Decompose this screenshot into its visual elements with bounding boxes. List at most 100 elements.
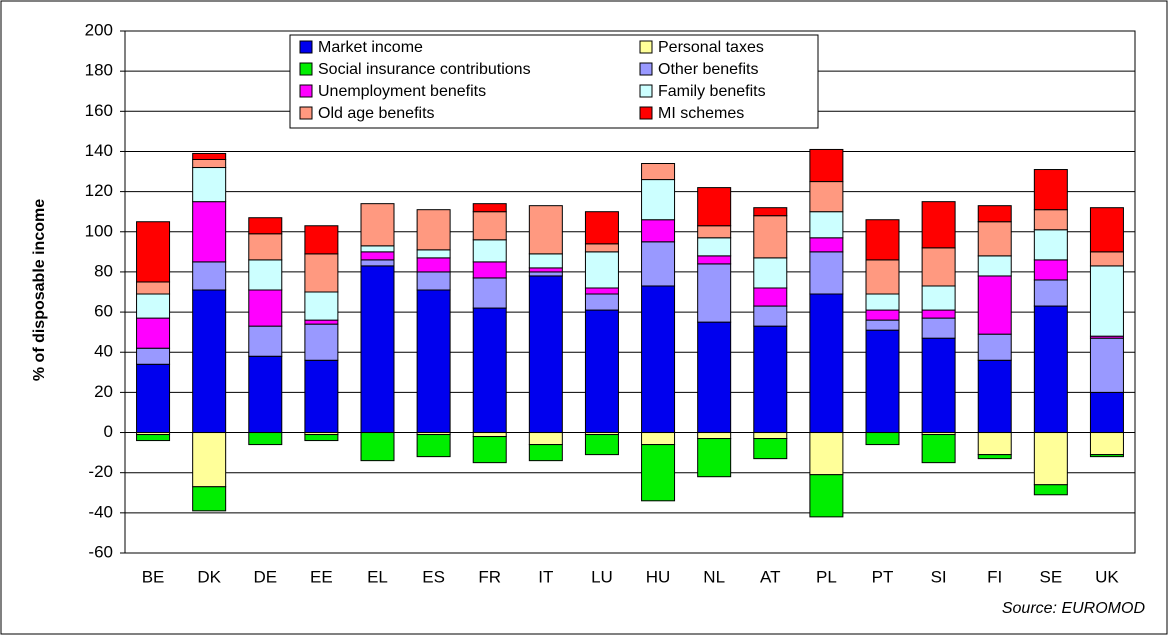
legend-label: Social insurance contributions xyxy=(318,61,531,78)
bar-segment xyxy=(136,221,171,283)
bar-segment xyxy=(304,434,339,442)
bar-segment xyxy=(472,261,507,279)
bar-segment xyxy=(809,293,844,434)
bar-segment xyxy=(472,277,507,309)
bar-segment xyxy=(528,267,563,273)
bar-segment xyxy=(416,249,451,259)
bar-segment xyxy=(809,237,844,253)
bar-segment xyxy=(360,265,395,434)
bar-segment xyxy=(697,237,732,257)
bar-segment xyxy=(1089,432,1124,456)
legend-swatch xyxy=(639,106,653,120)
x-tick-label: FI xyxy=(987,567,1002,586)
bar-segment xyxy=(865,319,900,331)
bar-segment xyxy=(416,271,451,291)
bar-segment xyxy=(248,432,283,446)
bar-segment xyxy=(360,432,395,462)
bar-segment xyxy=(360,245,395,253)
bar-segment xyxy=(697,225,732,239)
bar-segment xyxy=(528,253,563,269)
bar-segment xyxy=(248,289,283,327)
bar-segment xyxy=(809,251,844,295)
bar-segment xyxy=(641,241,676,287)
bar-segment xyxy=(192,261,227,291)
x-tick-label: PL xyxy=(816,567,837,586)
bar-segment xyxy=(641,432,676,446)
bar-segment xyxy=(865,309,900,321)
bar-segment xyxy=(304,253,339,293)
bar-segment xyxy=(416,257,451,273)
y-tick-label: -40 xyxy=(88,502,113,521)
bar-segment xyxy=(921,434,956,464)
x-tick-label: PT xyxy=(872,567,894,586)
bar-segment xyxy=(1089,391,1124,434)
bar-segment xyxy=(472,211,507,241)
bar-segment xyxy=(921,285,956,311)
bar-segment xyxy=(472,432,507,438)
bar-segment xyxy=(248,325,283,357)
bar-segment xyxy=(697,187,732,227)
legend-swatch xyxy=(299,84,313,98)
bar-segment xyxy=(753,287,788,307)
bar-segment xyxy=(584,287,619,295)
legend-label: Family benefits xyxy=(658,83,766,100)
bar-segment xyxy=(921,247,956,287)
bar-segment xyxy=(641,444,676,502)
bar-segment xyxy=(472,203,507,213)
bar-segment xyxy=(977,275,1012,335)
y-tick-label: 200 xyxy=(85,20,113,39)
bar-segment xyxy=(697,255,732,265)
bar-segment xyxy=(809,432,844,476)
x-tick-label: UK xyxy=(1095,567,1119,586)
bar-segment xyxy=(304,323,339,361)
bar-segment xyxy=(192,167,227,203)
x-tick-label: EL xyxy=(367,567,388,586)
x-tick-label: DK xyxy=(197,567,221,586)
x-tick-label: HU xyxy=(646,567,671,586)
bar-segment xyxy=(248,233,283,261)
bar-segment xyxy=(472,307,507,434)
bar-segment xyxy=(753,432,788,440)
bar-segment xyxy=(977,359,1012,434)
bar-segment xyxy=(921,317,956,339)
y-tick-label: 80 xyxy=(94,261,113,280)
bar-segment xyxy=(584,309,619,434)
legend-swatch xyxy=(639,40,653,54)
x-tick-label: SE xyxy=(1039,567,1062,586)
bar-segment xyxy=(1033,484,1068,496)
bar-segment xyxy=(865,219,900,261)
bar-segment xyxy=(416,289,451,434)
bar-segment xyxy=(584,293,619,311)
legend-label: Personal taxes xyxy=(658,39,764,56)
bar-segment xyxy=(528,444,563,462)
bar-segment xyxy=(136,293,171,319)
legend-swatch xyxy=(299,40,313,54)
bar-segment xyxy=(753,257,788,289)
bar-segment xyxy=(1033,259,1068,281)
x-tick-label: AT xyxy=(760,567,780,586)
bar-segment xyxy=(136,317,171,349)
legend-swatch xyxy=(639,84,653,98)
bar-segment xyxy=(584,211,619,245)
bar-segment xyxy=(641,219,676,243)
bar-segment xyxy=(809,211,844,239)
bar-segment xyxy=(1089,265,1124,337)
bar-segment xyxy=(753,305,788,327)
bar-segment xyxy=(360,259,395,267)
bar-segment xyxy=(697,438,732,478)
bar-segment xyxy=(528,275,563,434)
bar-segment xyxy=(697,432,732,440)
bar-segment xyxy=(977,454,1012,460)
bar-segment xyxy=(528,205,563,255)
x-tick-label: BE xyxy=(142,567,165,586)
y-tick-label: 120 xyxy=(85,181,113,200)
bar-segment xyxy=(248,217,283,235)
bar-segment xyxy=(809,148,844,183)
bar-segment xyxy=(136,347,171,365)
source: Source: EUROMOD xyxy=(1002,600,1146,617)
y-tick-label: 160 xyxy=(85,101,113,120)
x-tick-label: LU xyxy=(591,567,613,586)
bar-segment xyxy=(697,263,732,323)
bar-segment xyxy=(472,239,507,263)
